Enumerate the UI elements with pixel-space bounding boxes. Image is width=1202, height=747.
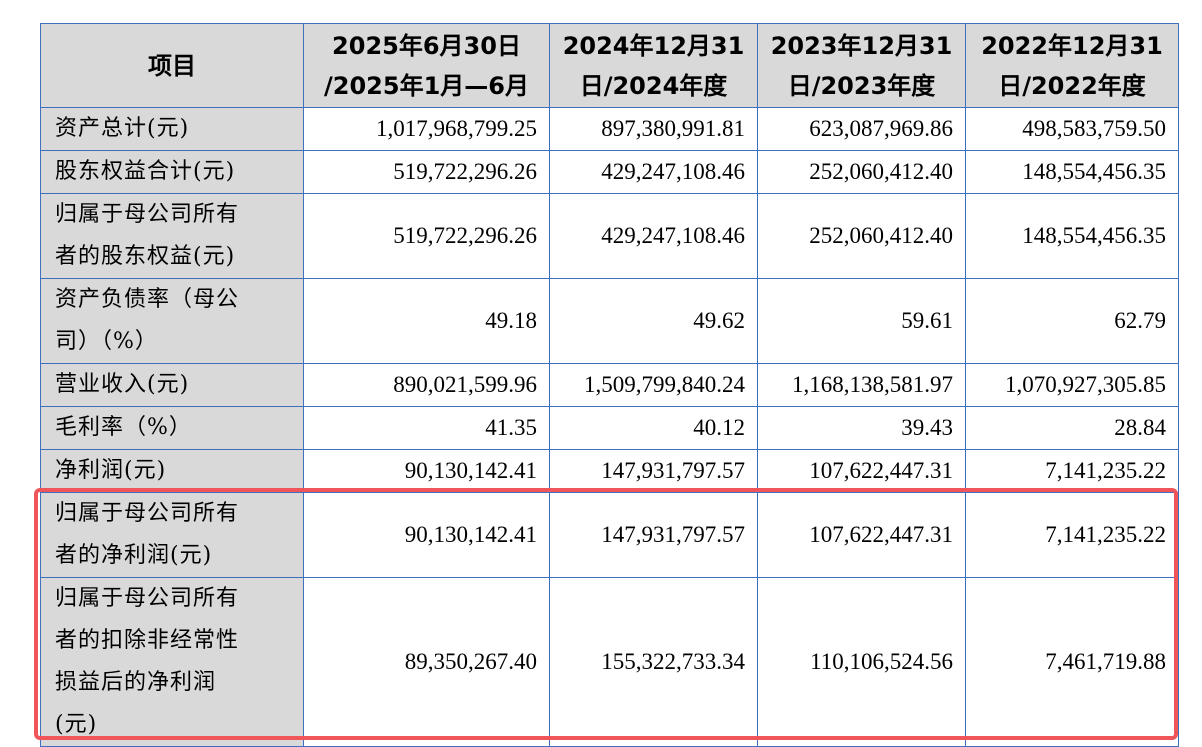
table-cell: 110,106,524.56 [757, 577, 966, 747]
table-row: 股东权益合计(元) 519,722,296.26 429,247,108.46 … [40, 150, 1179, 194]
table-row: 归属于母公司所有 者的净利润(元) 90,130,142.41 147,931,… [40, 492, 1179, 578]
table-cell: 252,060,412.40 [757, 150, 966, 194]
table-cell: 28.84 [965, 406, 1179, 450]
table-row: 资产总计(元) 1,017,968,799.25 897,380,991.81 … [40, 107, 1179, 151]
table-cell: 59.61 [757, 278, 966, 364]
table-cell: 39.43 [757, 406, 966, 450]
financial-table: 项目 2025年6月30日 /2025年1月—6月 2024年12月31 日/2… [40, 23, 1179, 747]
table-row: 营业收入(元) 890,021,599.96 1,509,799,840.24 … [40, 363, 1179, 407]
table-cell: 40.12 [549, 406, 758, 450]
row-label: 资产负债率（母公 司）（%） [40, 278, 304, 364]
table-row: 资产负债率（母公 司）（%） 49.18 49.62 59.61 62.79 [40, 278, 1179, 364]
table-cell: 147,931,797.57 [549, 492, 758, 578]
table-cell: 90,130,142.41 [303, 449, 550, 493]
table-cell: 252,060,412.40 [757, 193, 966, 279]
row-label: 资产总计(元) [40, 107, 304, 151]
header-row: 项目 2025年6月30日 /2025年1月—6月 2024年12月31 日/2… [40, 23, 1179, 108]
table-cell: 62.79 [965, 278, 1179, 364]
table-cell: 623,087,969.86 [757, 107, 966, 151]
table-cell: 890,021,599.96 [303, 363, 550, 407]
header-2023: 2023年12月31 日/2023年度 [757, 23, 966, 108]
table-row: 净利润(元) 90,130,142.41 147,931,797.57 107,… [40, 449, 1179, 493]
table-cell: 148,554,456.35 [965, 193, 1179, 279]
table-row: 毛利率（%） 41.35 40.12 39.43 28.84 [40, 406, 1179, 450]
table-cell: 1,070,927,305.85 [965, 363, 1179, 407]
table-cell: 7,461,719.88 [965, 577, 1179, 747]
table-cell: 49.62 [549, 278, 758, 364]
table-cell: 7,141,235.22 [965, 492, 1179, 578]
table-cell: 429,247,108.46 [549, 193, 758, 279]
row-label: 归属于母公司所有 者的扣除非经常性 损益后的净利润 (元) [40, 577, 304, 747]
row-label: 毛利率（%） [40, 406, 304, 450]
table-cell: 49.18 [303, 278, 550, 364]
table-cell: 148,554,456.35 [965, 150, 1179, 194]
header-2025h1: 2025年6月30日 /2025年1月—6月 [303, 23, 550, 108]
row-label: 净利润(元) [40, 449, 304, 493]
row-label: 归属于母公司所有 者的净利润(元) [40, 492, 304, 578]
header-2022: 2022年12月31 日/2022年度 [965, 23, 1179, 108]
table-cell: 89,350,267.40 [303, 577, 550, 747]
table-cell: 498,583,759.50 [965, 107, 1179, 151]
table-row: 归属于母公司所有 者的扣除非经常性 损益后的净利润 (元) 89,350,267… [40, 577, 1179, 747]
table-row: 归属于母公司所有 者的股东权益(元) 519,722,296.26 429,24… [40, 193, 1179, 279]
header-2024: 2024年12月31 日/2024年度 [549, 23, 758, 108]
table-cell: 41.35 [303, 406, 550, 450]
table-cell: 7,141,235.22 [965, 449, 1179, 493]
table-cell: 519,722,296.26 [303, 150, 550, 194]
header-item: 项目 [40, 23, 304, 108]
table-cell: 147,931,797.57 [549, 449, 758, 493]
row-label: 营业收入(元) [40, 363, 304, 407]
row-label: 股东权益合计(元) [40, 150, 304, 194]
table-cell: 107,622,447.31 [757, 449, 966, 493]
table-cell: 519,722,296.26 [303, 193, 550, 279]
table-cell: 1,017,968,799.25 [303, 107, 550, 151]
table-cell: 90,130,142.41 [303, 492, 550, 578]
table-cell: 429,247,108.46 [549, 150, 758, 194]
table-cell: 1,168,138,581.97 [757, 363, 966, 407]
row-label: 归属于母公司所有 者的股东权益(元) [40, 193, 304, 279]
table-cell: 897,380,991.81 [549, 107, 758, 151]
table-cell: 155,322,733.34 [549, 577, 758, 747]
financial-table-container: 项目 2025年6月30日 /2025年1月—6月 2024年12月31 日/2… [40, 23, 1179, 747]
table-cell: 1,509,799,840.24 [549, 363, 758, 407]
table-cell: 107,622,447.31 [757, 492, 966, 578]
